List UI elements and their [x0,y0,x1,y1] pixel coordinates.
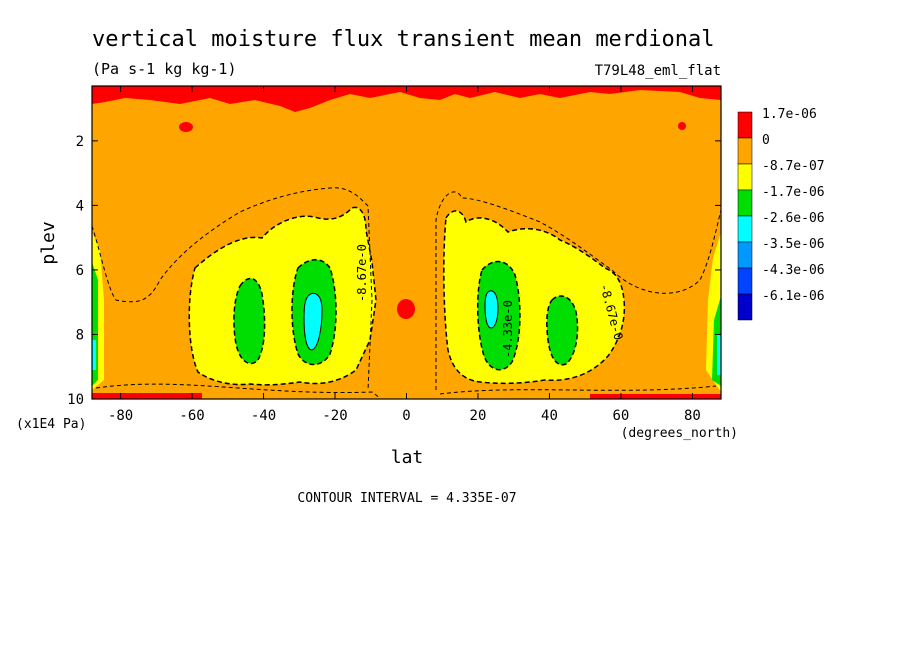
colorbar-swatch [737,293,753,321]
x-axis-title: lat [391,447,424,468]
y-tick-label: 4 [76,198,84,214]
red-region-top [92,86,721,112]
green-region [233,277,266,365]
contour-interval: CONTOUR INTERVAL = 4.335E-07 [297,491,516,506]
x-tick-label: -80 [108,408,133,424]
cyan-region [484,290,499,329]
green-region [477,260,521,371]
chart-title: vertical moisture flux transient mean me… [92,27,715,52]
x-axis-units: (degrees_north) [621,426,738,441]
red-region-bottom [92,393,202,399]
cyan-region [303,292,323,351]
contour-label: -4.33e-0 [501,300,515,358]
contour-line [435,191,721,390]
x-tick-label: 0 [402,408,410,424]
colorbar-swatch [737,215,753,243]
colorbar-label: -3.5e-06 [762,237,825,252]
red-blob [397,299,415,319]
colorbar-label: 0 [762,133,770,148]
contour-line [439,385,717,395]
plot-area [92,86,721,399]
colorbar: 1.7e-06 0 -8.7e-07 -1.7e-06 -2.6e-06 -3.5e-06… [737,107,825,321]
y-axis: 2 4 6 8 10 [67,134,721,408]
contour-line [92,187,373,391]
y-axis-units: (x1E4 Pa) [16,417,86,432]
colorbar-swatch [737,189,753,217]
red-blob [678,122,686,130]
x-tick-label: 60 [613,408,630,424]
y-tick-label: 10 [67,392,84,408]
colorbar-swatch [737,241,753,269]
colorbar-label: 1.7e-06 [762,107,817,122]
colorbar-label: -6.1e-06 [762,289,825,304]
green-region [546,295,579,366]
colorbar-swatch [737,137,753,165]
dataset-label: T79L48_eml_flat [595,63,721,79]
colorbar-label: -2.6e-06 [762,211,825,226]
red-blob [179,122,193,132]
contour-label: -8.67e-0 [355,244,369,302]
y-tick-label: 2 [76,134,84,150]
x-tick-label: -60 [179,408,204,424]
x-tick-label: 40 [541,408,558,424]
x-axis: -80 -60 -40 -20 0 20 40 60 80 [108,86,701,424]
x-tick-label: 20 [470,408,487,424]
colorbar-label: -4.3e-06 [762,263,825,278]
y-axis-title: plev [38,221,59,264]
chart-units: (Pa s-1 kg kg-1) [92,60,237,78]
colorbar-swatch [737,163,753,191]
x-tick-label: 80 [684,408,701,424]
red-region-bottom [590,394,721,399]
field-background [92,86,721,399]
colorbar-label: -1.7e-06 [762,185,825,200]
cyan-edge [717,335,721,375]
x-tick-label: -40 [251,408,276,424]
y-tick-label: 8 [76,327,84,343]
y-tick-label: 6 [76,263,84,279]
colorbar-swatch [737,267,753,295]
colorbar-label: -8.7e-07 [762,159,825,174]
colorbar-swatch [737,111,753,139]
x-tick-label: -20 [322,408,347,424]
contour-line [95,383,381,399]
cyan-edge [92,340,96,370]
